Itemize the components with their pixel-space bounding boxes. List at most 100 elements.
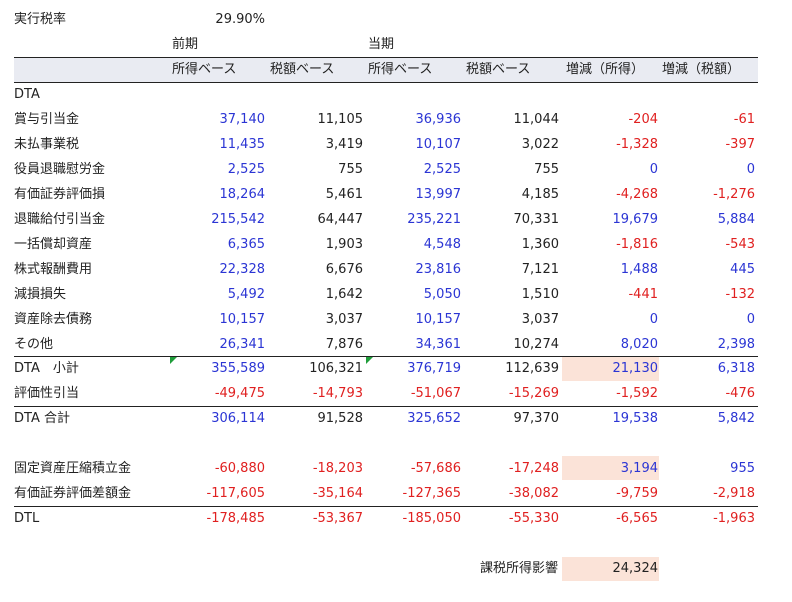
cell-curr-income[interactable]: 4,548 (423, 237, 461, 252)
cell-curr-income[interactable]: 325,652 (407, 411, 461, 426)
row-label[interactable]: 賞与引当金 (14, 112, 80, 127)
cell-diff-income[interactable]: -1,592 (616, 386, 658, 401)
row-label[interactable]: 減損損失 (14, 287, 67, 302)
cell-prev-tax[interactable]: 1,903 (325, 237, 363, 252)
cell-prev-income[interactable]: 26,341 (219, 337, 266, 352)
cell-prev-income[interactable]: 215,542 (211, 212, 265, 227)
row-label[interactable]: 一括償却資産 (14, 237, 93, 252)
cell-prev-income[interactable]: -178,485 (206, 511, 265, 526)
cell-diff-income[interactable]: -4,268 (616, 187, 658, 202)
cell-curr-tax[interactable]: 10,274 (513, 337, 560, 352)
cell-prev-income[interactable]: 2,525 (227, 162, 265, 177)
cell-prev-income[interactable]: 11,435 (219, 137, 266, 152)
row-label[interactable]: 退職給付引当金 (14, 212, 106, 227)
cell-diff-tax[interactable]: -61 (733, 112, 755, 127)
comment-marker[interactable] (366, 357, 373, 364)
cell-prev-income[interactable]: -117,605 (206, 486, 265, 501)
row-label[interactable]: 役員退職慰労金 (14, 162, 106, 177)
cell-curr-tax[interactable]: 3,022 (521, 137, 559, 152)
cell-diff-income[interactable]: -1,816 (616, 237, 658, 252)
cell-diff-income[interactable]: 0 (649, 162, 658, 177)
cell-curr-income[interactable]: 2,525 (423, 162, 461, 177)
cell-diff-tax[interactable]: 0 (746, 162, 755, 177)
cell-curr-income[interactable]: 23,816 (415, 262, 462, 277)
row-label[interactable]: 未払事業税 (14, 137, 80, 152)
cell-curr-tax[interactable]: 97,370 (513, 411, 560, 426)
cell-prev-income[interactable]: 18,264 (219, 187, 266, 202)
cell-diff-tax[interactable]: -2,918 (713, 486, 755, 501)
cell-diff-income[interactable]: 8,020 (620, 337, 658, 352)
cell-prev-income[interactable]: 22,328 (219, 262, 266, 277)
cell-curr-income[interactable]: 34,361 (415, 337, 462, 352)
cell-prev-tax[interactable]: 11,105 (317, 112, 364, 127)
cell-diff-income[interactable]: -441 (628, 287, 658, 302)
cell-curr-tax[interactable]: 7,121 (521, 262, 559, 277)
row-label[interactable]: 資産除去債務 (14, 312, 93, 327)
cell-curr-tax[interactable]: -38,082 (508, 486, 559, 501)
cell-curr-tax[interactable]: -15,269 (508, 386, 559, 401)
cell-prev-income[interactable]: 355,589 (211, 361, 265, 376)
cell-diff-income[interactable]: -204 (628, 112, 658, 127)
cell-curr-income[interactable]: 376,719 (407, 361, 461, 376)
cell-curr-tax[interactable]: 3,037 (521, 312, 559, 327)
cell-curr-tax[interactable]: -17,248 (508, 461, 559, 476)
cell-prev-tax[interactable]: 64,447 (317, 212, 364, 227)
row-label[interactable]: 評価性引当 (14, 386, 80, 401)
cell-curr-tax[interactable]: 11,044 (513, 112, 560, 127)
cell-curr-tax[interactable]: 112,639 (505, 361, 559, 376)
cell-prev-income[interactable]: 5,492 (227, 287, 265, 302)
cell-prev-tax[interactable]: 1,642 (325, 287, 363, 302)
cell-diff-tax[interactable]: -397 (725, 137, 755, 152)
cell-diff-tax[interactable]: 6,318 (717, 361, 755, 376)
cell-curr-income[interactable]: 36,936 (415, 112, 462, 127)
cell-curr-income[interactable]: 10,107 (415, 137, 462, 152)
cell-curr-income[interactable]: -51,067 (410, 386, 461, 401)
cell-diff-income[interactable]: -9,759 (616, 486, 658, 501)
cell-prev-income[interactable]: -60,880 (214, 461, 265, 476)
cell-prev-tax[interactable]: 5,461 (325, 187, 363, 202)
cell-diff-income[interactable]: 1,488 (620, 262, 658, 277)
cell-prev-income[interactable]: 306,114 (211, 411, 265, 426)
cell-prev-income[interactable]: 37,140 (219, 112, 266, 127)
cell-curr-tax[interactable]: 4,185 (521, 187, 559, 202)
cell-diff-income[interactable]: 0 (649, 312, 658, 327)
cell-curr-income[interactable]: 5,050 (423, 287, 461, 302)
summary-value[interactable]: 24,324 (612, 561, 659, 576)
cell-diff-tax[interactable]: -543 (725, 237, 755, 252)
cell-curr-income[interactable]: 10,157 (415, 312, 462, 327)
cell-curr-income[interactable]: -57,686 (410, 461, 461, 476)
cell-curr-income[interactable]: -185,050 (402, 511, 461, 526)
cell-diff-income[interactable]: 19,679 (612, 212, 659, 227)
cell-diff-tax[interactable]: 5,884 (717, 212, 755, 227)
cell-diff-tax[interactable]: -1,963 (713, 511, 755, 526)
cell-prev-tax[interactable]: -35,164 (312, 486, 363, 501)
cell-prev-tax[interactable]: 3,037 (325, 312, 363, 327)
cell-diff-tax[interactable]: -132 (725, 287, 755, 302)
cell-prev-tax[interactable]: 106,321 (309, 361, 363, 376)
cell-curr-tax[interactable]: 755 (534, 162, 559, 177)
cell-prev-tax[interactable]: -18,203 (312, 461, 363, 476)
cell-diff-tax[interactable]: 0 (746, 312, 755, 327)
cell-prev-tax[interactable]: 7,876 (325, 337, 363, 352)
cell-diff-income[interactable]: 3,194 (620, 461, 658, 476)
row-label[interactable]: 固定資産圧縮積立金 (14, 461, 132, 476)
tax-rate-value[interactable]: 29.90% (215, 12, 265, 27)
cell-diff-tax[interactable]: 955 (730, 461, 755, 476)
cell-diff-income[interactable]: -6,565 (616, 511, 658, 526)
cell-curr-tax[interactable]: 1,360 (521, 237, 559, 252)
cell-prev-tax[interactable]: 91,528 (317, 411, 364, 426)
cell-diff-tax[interactable]: 5,842 (717, 411, 755, 426)
cell-curr-tax[interactable]: 70,331 (513, 212, 560, 227)
cell-diff-tax[interactable]: 445 (730, 262, 755, 277)
cell-diff-income[interactable]: 21,130 (612, 361, 659, 376)
row-label[interactable]: 株式報酬費用 (14, 262, 93, 277)
cell-curr-income[interactable]: 13,997 (415, 187, 462, 202)
cell-prev-tax[interactable]: 3,419 (325, 137, 363, 152)
cell-curr-income[interactable]: 235,221 (407, 212, 461, 227)
cell-diff-tax[interactable]: -476 (725, 386, 755, 401)
cell-prev-income[interactable]: 6,365 (227, 237, 265, 252)
row-label[interactable]: 有価証券評価差額金 (14, 486, 132, 501)
cell-diff-income[interactable]: 19,538 (612, 411, 659, 426)
row-label[interactable]: 有価証券評価損 (14, 187, 106, 202)
cell-prev-tax[interactable]: 755 (338, 162, 363, 177)
